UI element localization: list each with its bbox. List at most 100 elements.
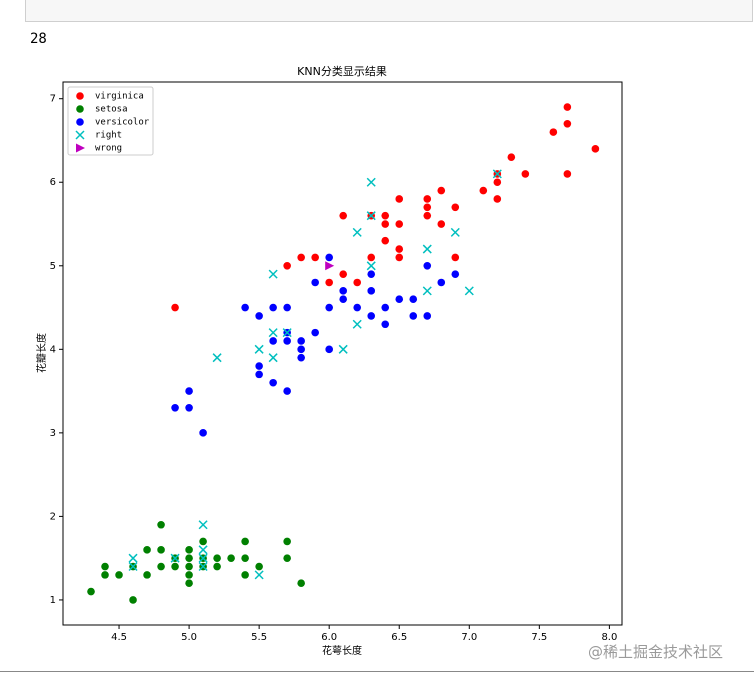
point [367, 270, 376, 278]
point [157, 562, 165, 571]
point [422, 244, 432, 254]
legend-label: wrong [95, 144, 122, 154]
point [549, 128, 558, 136]
point [268, 353, 278, 363]
point [437, 220, 446, 228]
point [423, 211, 432, 220]
point [479, 186, 488, 195]
point [563, 170, 572, 178]
point [170, 553, 180, 563]
y-tick-label: 1 [50, 595, 56, 606]
point [185, 554, 193, 562]
point [297, 253, 305, 262]
point [311, 253, 319, 262]
point [157, 520, 165, 529]
point [198, 553, 208, 563]
point [283, 261, 291, 270]
x-tick-label: 8.0 [601, 632, 617, 643]
point [283, 554, 291, 562]
point [213, 554, 221, 562]
point [101, 562, 109, 571]
point [450, 227, 460, 237]
x-tick-label: 7.0 [461, 632, 477, 643]
point [185, 546, 193, 554]
point [185, 404, 193, 412]
point [409, 295, 418, 304]
code-cell[interactable] [25, 0, 753, 22]
point [366, 261, 376, 271]
point [353, 303, 362, 312]
x-tick-label: 6.5 [391, 632, 407, 643]
point [171, 562, 179, 571]
point [339, 270, 348, 278]
point [422, 286, 432, 296]
point [395, 220, 404, 228]
point [325, 345, 333, 354]
point [423, 203, 432, 212]
legend-marker [76, 92, 84, 100]
point [171, 404, 179, 412]
x-tick-label: 5.0 [181, 632, 197, 643]
point [451, 203, 460, 212]
y-tick-label: 4 [50, 344, 56, 355]
point [367, 253, 376, 262]
point [352, 319, 362, 329]
y-tick-label: 2 [50, 511, 56, 522]
point [268, 328, 278, 338]
point [451, 270, 460, 278]
x-tick-label: 6.0 [321, 632, 337, 643]
point [437, 278, 446, 287]
plot-area [62, 81, 623, 626]
point [185, 571, 193, 579]
point [451, 253, 460, 262]
point [212, 353, 222, 363]
point [241, 303, 249, 312]
point [87, 587, 95, 596]
point [213, 562, 221, 571]
point [381, 211, 390, 220]
watermark: @稀土掘金技术社区 [588, 643, 724, 661]
point [297, 579, 305, 588]
x-tick-label: 5.5 [251, 632, 267, 643]
divider [0, 671, 754, 672]
y-tick-label: 7 [50, 94, 56, 105]
point [283, 537, 291, 546]
point [311, 278, 319, 287]
point [254, 570, 264, 580]
point [255, 362, 263, 370]
point [423, 261, 432, 270]
point [171, 303, 179, 312]
point [297, 337, 305, 345]
point [311, 328, 319, 337]
point [563, 119, 572, 128]
legend-label: versicolor [95, 118, 150, 128]
point [325, 278, 333, 287]
y-tick-label: 6 [50, 177, 56, 188]
legend-marker [76, 143, 85, 153]
point [381, 320, 390, 329]
point [381, 220, 390, 228]
point [283, 303, 291, 312]
point [101, 571, 109, 579]
point [492, 169, 502, 179]
point [338, 344, 348, 354]
point [198, 520, 208, 530]
point [268, 269, 278, 279]
point [367, 312, 376, 320]
legend-label: setosa [95, 105, 128, 115]
point [395, 195, 404, 203]
legend-label: right [95, 131, 122, 141]
legend-marker [76, 105, 84, 113]
point [339, 287, 348, 295]
point [493, 178, 502, 187]
point [185, 387, 193, 395]
point [128, 553, 138, 563]
point [352, 227, 362, 237]
point [199, 537, 207, 546]
point [254, 344, 264, 354]
point [366, 211, 376, 221]
chart-title: KNN分类显示结果 [297, 64, 387, 78]
point [591, 145, 600, 153]
point [241, 554, 249, 562]
